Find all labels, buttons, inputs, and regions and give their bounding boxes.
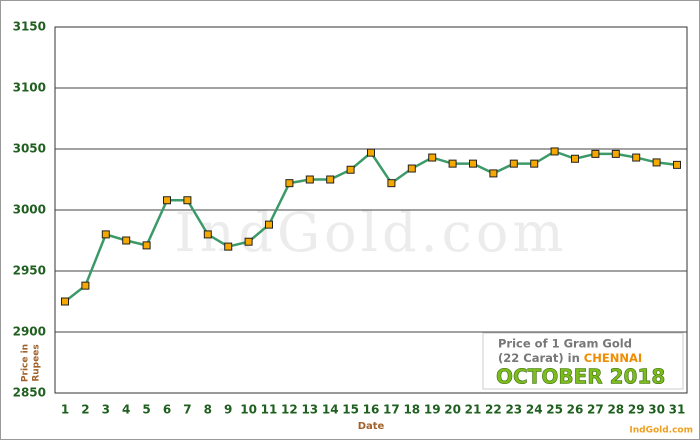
x-tick-label: 17	[383, 403, 400, 417]
x-tick-label: 28	[607, 403, 624, 417]
x-tick-label: 5	[142, 403, 150, 417]
x-tick-label: 21	[465, 403, 482, 417]
legend-box	[482, 332, 684, 390]
x-tick-label: 10	[240, 403, 257, 417]
source: IndGold.com	[629, 426, 693, 436]
x-tick-label: 18	[403, 403, 420, 417]
x-tick-label: 6	[163, 403, 171, 417]
period: OCTOBER 2018	[496, 365, 665, 389]
point-marker	[346, 165, 355, 174]
point-marker	[673, 160, 681, 169]
x-tick-label: 11	[261, 403, 278, 417]
point-marker	[571, 154, 579, 163]
x-axis-label: Date	[358, 421, 385, 432]
y-tick-label: 3000	[13, 203, 46, 217]
point-marker	[265, 220, 273, 229]
point-marker	[61, 297, 69, 306]
y-tick-label: 3050	[13, 142, 46, 156]
point-marker	[305, 175, 314, 184]
x-tick-label: 22	[485, 403, 502, 417]
y-tick-label: 2900	[13, 325, 46, 339]
point-marker	[142, 241, 151, 250]
point-marker	[101, 230, 110, 239]
point-marker	[489, 169, 498, 178]
point-marker	[81, 281, 90, 290]
point-marker	[326, 175, 335, 184]
point-marker	[183, 196, 192, 205]
x-tick-label: 13	[301, 403, 318, 417]
x-tick-label: 23	[505, 403, 522, 417]
point-marker	[285, 179, 294, 188]
point-marker	[509, 159, 518, 168]
x-tick-label: 26	[567, 403, 584, 417]
point-marker	[652, 158, 661, 167]
point-marker	[550, 147, 559, 156]
point-marker	[244, 237, 253, 246]
x-tick-label: 9	[224, 403, 232, 417]
x-tick-label: 7	[183, 403, 191, 417]
x-tick-label: 24	[526, 403, 543, 417]
x-tick-label: 1	[61, 403, 69, 417]
point-marker	[122, 236, 131, 245]
x-tick-label: 4	[122, 403, 130, 417]
point-marker	[611, 149, 620, 158]
point-marker	[448, 159, 457, 168]
point-marker	[530, 159, 539, 168]
x-tick-label: 14	[322, 403, 339, 417]
x-tick-label: 19	[424, 403, 441, 417]
x-tick-label: 12	[281, 403, 298, 417]
y-tick-label: 2850	[13, 386, 46, 400]
point-marker	[469, 159, 477, 168]
y-tick-label: 3150	[13, 20, 46, 34]
x-tick-label: 16	[363, 403, 380, 417]
x-tick-label: 30	[648, 403, 665, 417]
x-tick-label: 8	[204, 403, 212, 417]
legend-line: Price of 1 Gram Gold	[498, 337, 632, 351]
point-marker	[163, 196, 171, 205]
y-axis-label: Rupees	[32, 344, 42, 381]
y-tick-label: 3100	[13, 81, 46, 95]
point-marker	[428, 153, 437, 162]
y-axis-label: Price in	[21, 344, 31, 382]
point-marker	[224, 242, 233, 251]
point-marker	[203, 230, 212, 239]
point-marker	[407, 164, 416, 173]
x-tick-label: 2	[81, 403, 89, 417]
watermark: IndGold.com	[174, 201, 567, 264]
point-marker	[367, 148, 375, 157]
x-tick-label: 15	[342, 403, 359, 417]
x-tick-label: 20	[444, 403, 461, 417]
x-tick-label: 25	[546, 403, 563, 417]
y-tick-label: 2950	[13, 264, 46, 278]
x-tick-label: 27	[587, 403, 604, 417]
x-tick-label: 3	[102, 403, 110, 417]
legend-line: (22 Carat) in CHENNAI	[498, 351, 642, 365]
point-marker	[591, 149, 600, 158]
point-marker	[387, 179, 396, 188]
point-marker	[632, 153, 641, 162]
x-tick-label: 29	[628, 403, 645, 417]
x-tick-label: 31	[669, 403, 686, 417]
